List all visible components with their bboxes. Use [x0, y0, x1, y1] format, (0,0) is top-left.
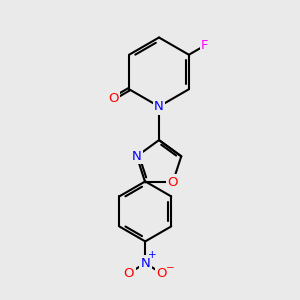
Text: N: N	[140, 256, 150, 269]
Text: O: O	[108, 92, 119, 105]
Text: O: O	[167, 176, 178, 189]
Text: +: +	[148, 250, 156, 260]
Text: O: O	[124, 267, 134, 280]
Text: F: F	[201, 39, 209, 52]
Text: N: N	[154, 100, 164, 113]
Text: O: O	[157, 267, 167, 280]
Text: −: −	[166, 263, 175, 273]
Text: N: N	[132, 150, 142, 163]
